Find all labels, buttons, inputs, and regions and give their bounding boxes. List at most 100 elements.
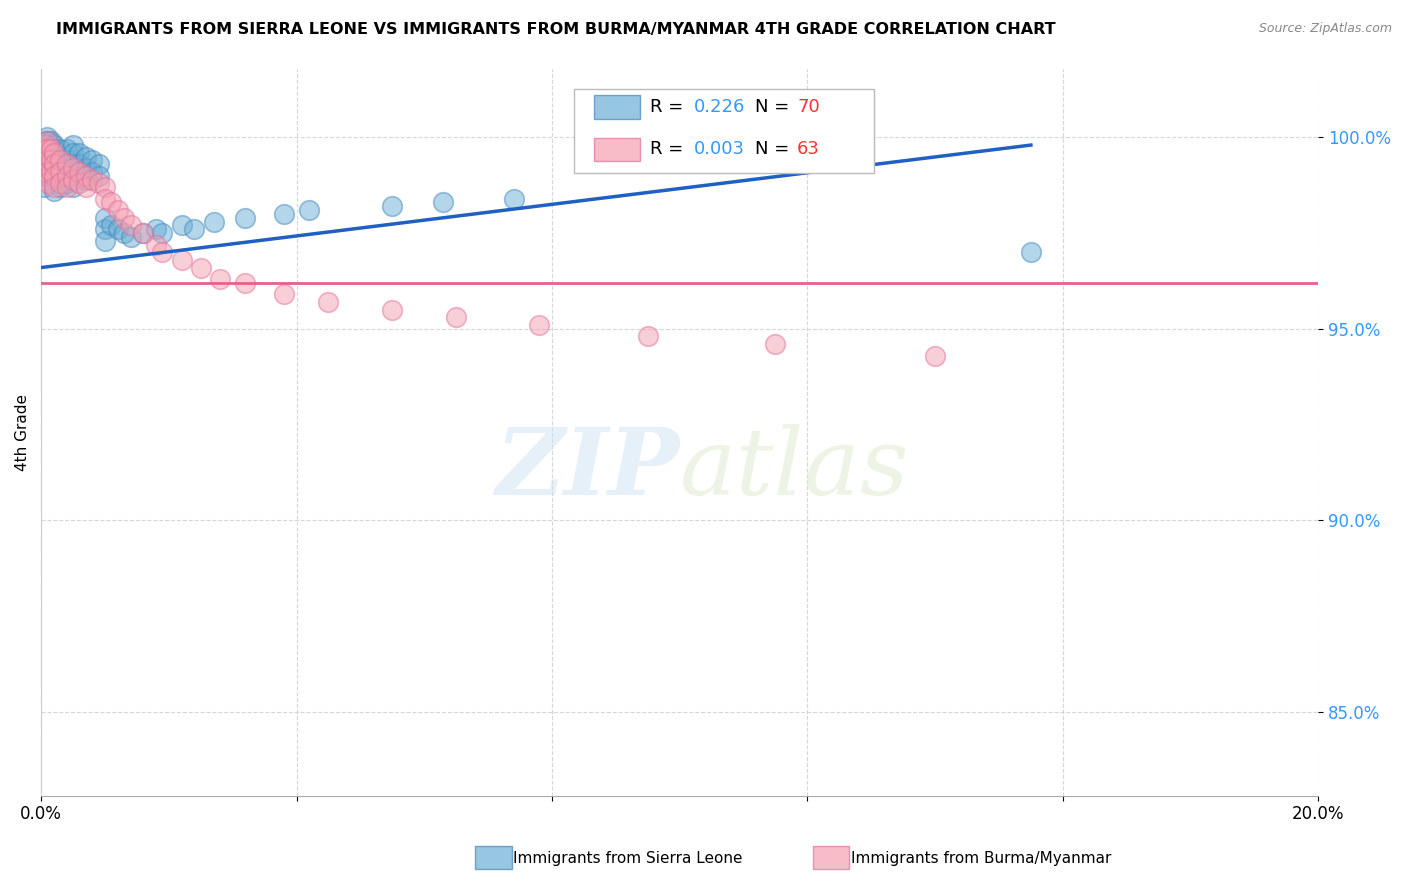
Text: 70: 70 <box>797 98 820 116</box>
Text: IMMIGRANTS FROM SIERRA LEONE VS IMMIGRANTS FROM BURMA/MYANMAR 4TH GRADE CORRELAT: IMMIGRANTS FROM SIERRA LEONE VS IMMIGRAN… <box>56 22 1056 37</box>
Point <box>152 245 174 260</box>
Point <box>39 142 62 156</box>
Point <box>37 130 59 145</box>
Point <box>42 172 65 186</box>
Point <box>94 192 117 206</box>
Point <box>273 287 295 301</box>
Point <box>35 134 58 148</box>
Y-axis label: 4th Grade: 4th Grade <box>15 393 30 471</box>
Point <box>35 153 58 168</box>
Point <box>190 260 212 275</box>
Point <box>87 169 110 183</box>
Point <box>42 145 65 160</box>
FancyBboxPatch shape <box>574 89 873 172</box>
Text: Immigrants from Sierra Leone: Immigrants from Sierra Leone <box>513 851 742 865</box>
Point <box>39 165 62 179</box>
Point <box>132 226 155 240</box>
Point <box>39 169 62 183</box>
Point <box>100 219 122 233</box>
Point <box>39 142 62 156</box>
Point <box>35 142 58 156</box>
Point <box>152 226 174 240</box>
Point <box>34 157 56 171</box>
Point <box>529 318 551 332</box>
Point <box>37 153 59 168</box>
Point <box>34 172 56 186</box>
Point <box>1019 245 1042 260</box>
Point <box>82 172 104 186</box>
Point <box>112 226 135 240</box>
Point <box>55 180 77 194</box>
Point <box>34 180 56 194</box>
Point <box>202 214 225 228</box>
Point <box>62 157 84 171</box>
Point <box>42 150 65 164</box>
Point <box>67 157 90 171</box>
Point <box>42 138 65 153</box>
Point <box>37 138 59 153</box>
Point <box>42 180 65 194</box>
Point <box>49 142 72 156</box>
Point <box>55 157 77 171</box>
Point <box>37 142 59 156</box>
Point <box>120 230 142 244</box>
Point <box>55 153 77 168</box>
Point <box>67 165 90 179</box>
Point <box>318 295 340 310</box>
Point <box>235 276 257 290</box>
Point <box>235 211 257 225</box>
Point <box>42 161 65 175</box>
Point <box>37 177 59 191</box>
Point <box>381 302 404 317</box>
Point <box>39 153 62 168</box>
Point <box>35 153 58 168</box>
FancyBboxPatch shape <box>595 137 640 161</box>
Point <box>637 329 659 343</box>
Point <box>107 222 129 236</box>
Text: N =: N = <box>755 140 794 158</box>
Point <box>444 310 467 325</box>
Point <box>94 211 117 225</box>
Point <box>55 142 77 156</box>
Point <box>924 349 946 363</box>
Point <box>34 161 56 175</box>
Point <box>35 142 58 156</box>
Point <box>87 177 110 191</box>
Point <box>62 161 84 175</box>
Point <box>765 337 787 351</box>
Point <box>37 134 59 148</box>
Point <box>132 226 155 240</box>
Point <box>55 169 77 183</box>
Point <box>94 234 117 248</box>
Text: R =: R = <box>651 98 689 116</box>
Text: R =: R = <box>651 140 689 158</box>
Text: 63: 63 <box>797 140 820 158</box>
Point <box>42 157 65 171</box>
Point <box>67 177 90 191</box>
Point <box>145 222 167 236</box>
Text: 0.226: 0.226 <box>693 98 745 116</box>
Point <box>49 180 72 194</box>
Text: atlas: atlas <box>679 424 910 514</box>
Point <box>432 195 454 210</box>
Point <box>62 172 84 186</box>
Point <box>208 272 231 286</box>
Point <box>49 153 72 168</box>
Point <box>37 157 59 171</box>
Point <box>381 199 404 213</box>
Point <box>145 237 167 252</box>
Point <box>62 180 84 194</box>
Point <box>35 165 58 179</box>
Point <box>94 222 117 236</box>
Point <box>120 219 142 233</box>
Point <box>37 134 59 148</box>
Text: Source: ZipAtlas.com: Source: ZipAtlas.com <box>1258 22 1392 36</box>
Point <box>62 138 84 153</box>
Point <box>75 180 97 194</box>
Text: N =: N = <box>755 98 794 116</box>
Point <box>35 165 58 179</box>
Point <box>34 145 56 160</box>
Point <box>67 169 90 183</box>
Point <box>502 192 524 206</box>
Point <box>170 219 193 233</box>
